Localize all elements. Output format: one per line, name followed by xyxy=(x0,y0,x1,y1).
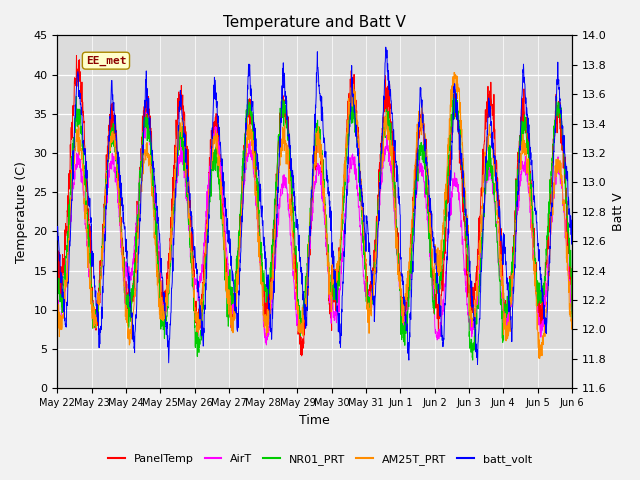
Y-axis label: Temperature (C): Temperature (C) xyxy=(15,161,28,263)
Title: Temperature and Batt V: Temperature and Batt V xyxy=(223,15,406,30)
X-axis label: Time: Time xyxy=(300,414,330,427)
Text: EE_met: EE_met xyxy=(86,56,126,66)
Legend: PanelTemp, AirT, NR01_PRT, AM25T_PRT, batt_volt: PanelTemp, AirT, NR01_PRT, AM25T_PRT, ba… xyxy=(104,450,536,469)
Y-axis label: Batt V: Batt V xyxy=(612,192,625,231)
